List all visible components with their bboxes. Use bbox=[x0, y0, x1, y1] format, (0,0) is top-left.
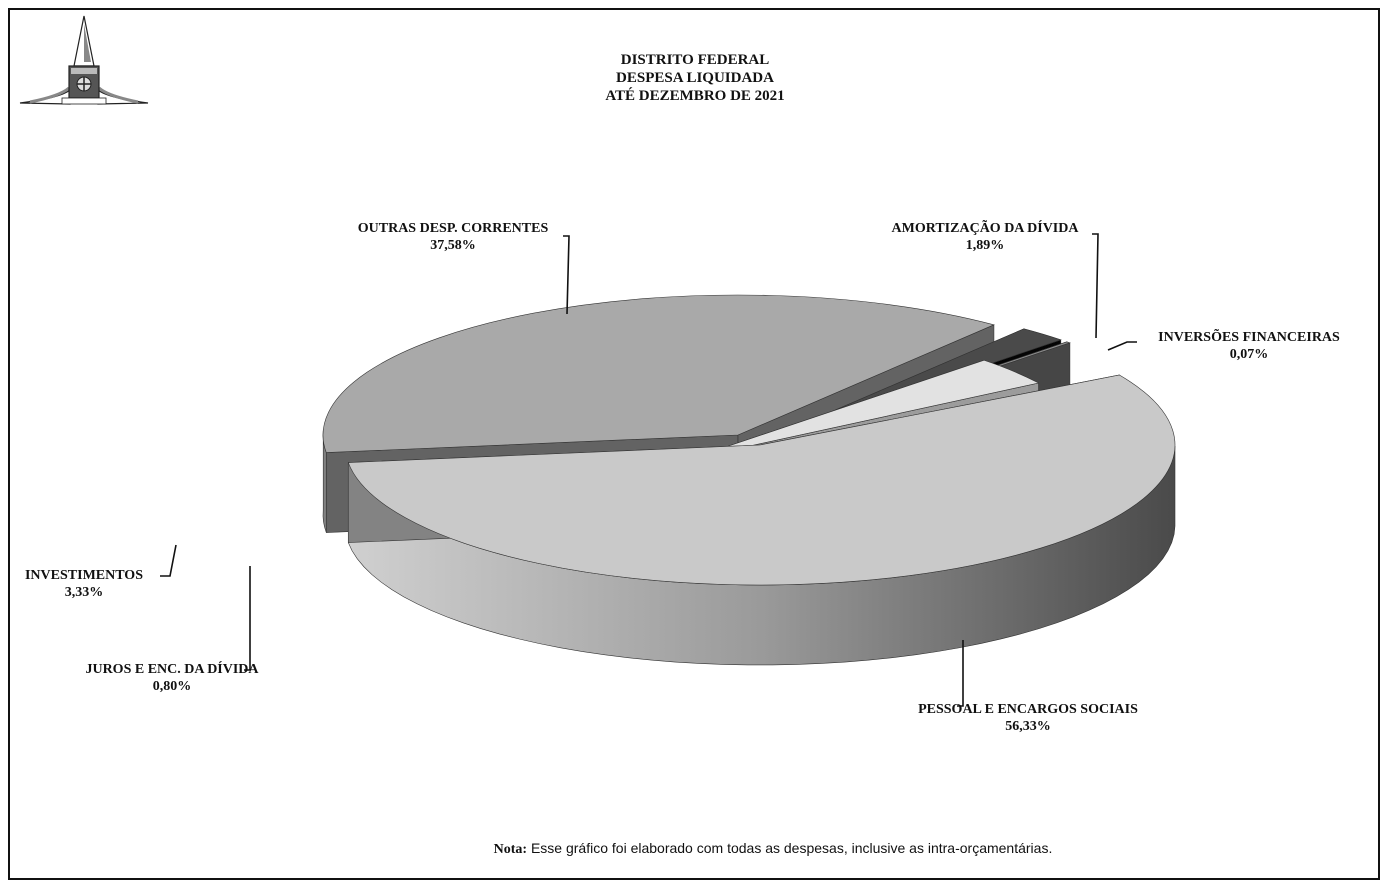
leader-investimentos bbox=[160, 544, 177, 577]
label-outras-desp: OUTRAS DESP. CORRENTES 37,58% bbox=[333, 220, 573, 254]
slice-investimentos-top bbox=[689, 359, 1040, 460]
leader-juros bbox=[244, 566, 251, 671]
label-inversoes-name: INVERSÕES FINANCEIRAS bbox=[1158, 330, 1340, 345]
chart-title-line-1: DISTRITO FEDERAL bbox=[620, 52, 770, 68]
label-amortizacao: AMORTIZAÇÃO DA DÍVIDA 1,89% bbox=[860, 220, 1110, 254]
label-inversoes-value: 0,07% bbox=[1229, 347, 1269, 362]
leader-inversoes bbox=[1107, 341, 1137, 351]
label-pessoal-value: 56,33% bbox=[1005, 719, 1051, 734]
slice-pessoal bbox=[347, 374, 1176, 666]
slice-pessoal-top bbox=[347, 374, 1176, 586]
slice-outras-desp-top bbox=[322, 294, 995, 453]
label-juros-value: 0,80% bbox=[152, 679, 192, 694]
label-investimentos-value: 3,33% bbox=[64, 585, 104, 600]
label-amortizacao-value: 1,89% bbox=[965, 238, 1005, 253]
label-pessoal: PESSOAL E ENCARGOS SOCIAIS 56,33% bbox=[888, 701, 1168, 735]
label-amortizacao-name: AMORTIZAÇÃO DA DÍVIDA bbox=[891, 221, 1079, 236]
footnote-label: Nota: bbox=[493, 842, 528, 857]
label-pessoal-name: PESSOAL E ENCARGOS SOCIAIS bbox=[918, 702, 1138, 717]
footnote: Nota: Esse gráfico foi elaborado com tod… bbox=[0, 840, 1390, 858]
brasilia-coat-of-arms-icon bbox=[19, 15, 149, 105]
label-outras-name: OUTRAS DESP. CORRENTES bbox=[357, 221, 549, 236]
label-investimentos: INVESTIMENTOS 3,33% bbox=[5, 567, 163, 601]
leader-pessoal bbox=[957, 640, 964, 707]
label-juros: JUROS E ENC. DA DÍVIDA 0,80% bbox=[54, 661, 290, 695]
chart-title-line-2: DESPESA LIQUIDADA bbox=[616, 70, 774, 86]
label-juros-name: JUROS E ENC. DA DÍVIDA bbox=[85, 662, 259, 677]
leader-outras bbox=[563, 235, 570, 315]
leader-amortizacao bbox=[1092, 233, 1099, 339]
footnote-text: Esse gráfico foi elaborado com todas as … bbox=[527, 840, 1053, 856]
chart-title-line-3: ATÉ DEZEMBRO DE 2021 bbox=[605, 88, 785, 104]
label-outras-value: 37,58% bbox=[430, 238, 476, 253]
label-investimentos-name: INVESTIMENTOS bbox=[24, 568, 143, 583]
label-inversoes: INVERSÕES FINANCEIRAS 0,07% bbox=[1132, 329, 1366, 363]
